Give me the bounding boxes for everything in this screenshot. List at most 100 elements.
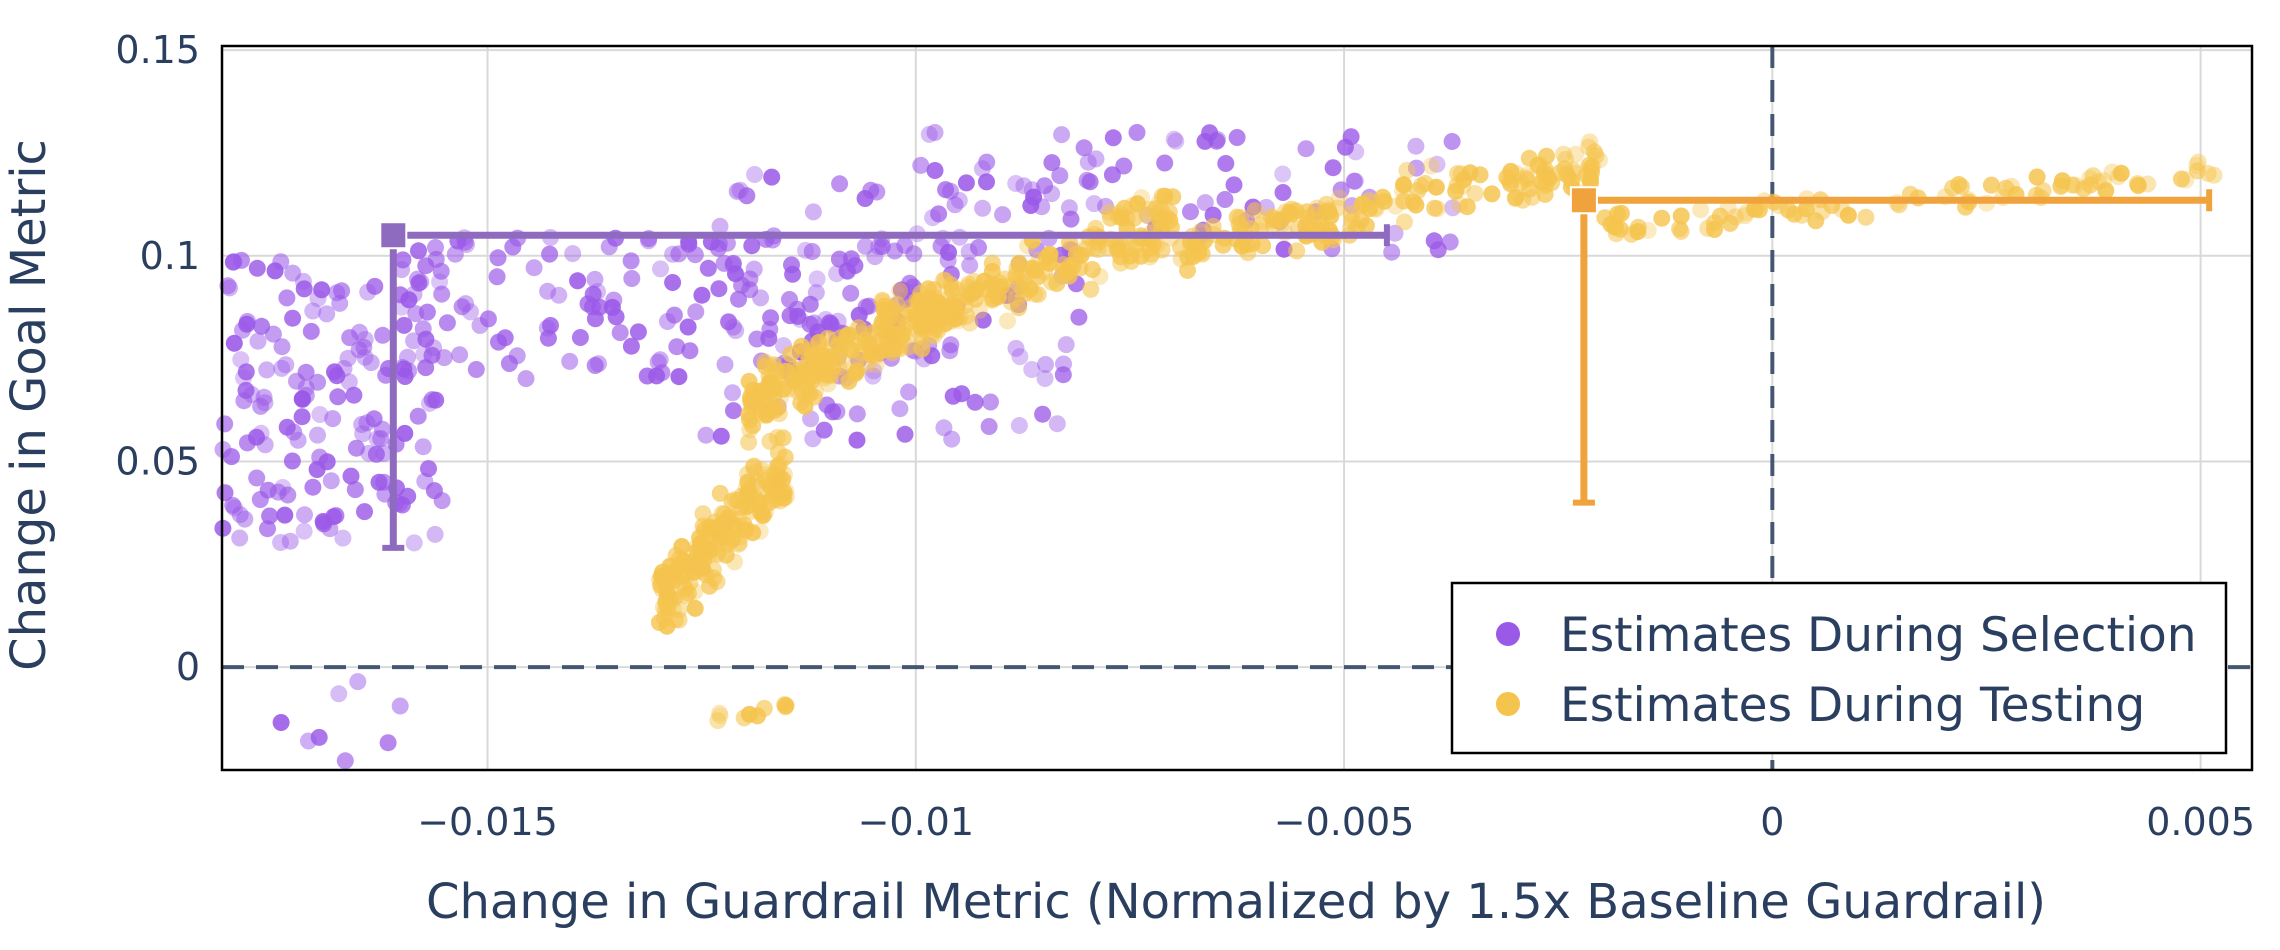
data-point (1153, 187, 1171, 205)
data-point (584, 298, 601, 316)
legend-marker-selection (1496, 622, 1520, 646)
data-point (467, 361, 485, 378)
data-point (304, 478, 322, 496)
data-point (1839, 206, 1857, 224)
data-point (341, 329, 359, 347)
data-point (339, 349, 357, 367)
data-point (2173, 170, 2190, 188)
data-point (629, 323, 647, 341)
data-point (1483, 185, 1501, 203)
data-point (281, 532, 299, 550)
data-point (1383, 243, 1401, 261)
legend: Estimates During Selection Estimates Dur… (1450, 581, 2228, 755)
data-point (318, 305, 336, 323)
data-point (711, 707, 729, 725)
data-point (1228, 129, 1246, 146)
data-point (248, 428, 265, 446)
data-point (740, 372, 758, 390)
data-point (1672, 222, 1690, 240)
data-point (623, 270, 641, 287)
data-point (846, 257, 864, 275)
x-axis-ticks: −0.015 −0.01 −0.005 0 0.005 (417, 800, 2255, 844)
data-point (1029, 285, 1047, 303)
data-point (679, 584, 697, 602)
y-tick-label: 0 (176, 645, 200, 689)
x-tick-label: −0.005 (1274, 800, 1415, 844)
data-point (1580, 156, 1598, 174)
data-point (1407, 137, 1425, 155)
data-point (912, 156, 930, 174)
data-point (1813, 203, 1831, 221)
data-point (974, 311, 992, 329)
data-point (937, 181, 955, 199)
data-point (1466, 185, 1484, 202)
data-point (925, 310, 943, 328)
data-point (822, 315, 840, 333)
data-point (1458, 198, 1476, 216)
data-point (1239, 244, 1257, 262)
data-point (876, 303, 894, 321)
data-point (490, 333, 507, 351)
data-point (946, 196, 964, 214)
data-point (730, 290, 747, 308)
data-point (1007, 267, 1025, 285)
data-point (327, 507, 345, 525)
data-point (1726, 208, 1744, 226)
data-point (1072, 246, 1090, 264)
data-point (804, 430, 822, 448)
data-point (1062, 210, 1080, 228)
data-point (659, 599, 677, 617)
data-point (747, 396, 765, 414)
data-point (324, 410, 342, 428)
data-point (417, 257, 435, 275)
data-point (760, 401, 778, 419)
data-point (784, 265, 802, 283)
data-point (1857, 208, 1875, 226)
x-tick-label: −0.015 (417, 800, 558, 844)
data-point (329, 388, 347, 406)
data-point (930, 205, 948, 223)
data-point (664, 274, 682, 291)
data-point (740, 433, 758, 451)
data-point (756, 466, 774, 484)
data-point (961, 256, 979, 274)
data-point (1538, 147, 1555, 165)
data-point (1079, 153, 1097, 171)
zero-reference-lines (222, 46, 2252, 770)
data-point (1367, 200, 1385, 218)
data-point (236, 510, 254, 528)
data-point (648, 367, 666, 385)
data-point (1189, 237, 1207, 255)
data-point (652, 260, 669, 278)
data-point (920, 125, 938, 143)
data-point (438, 314, 456, 332)
data-point (399, 348, 416, 366)
data-point (1075, 139, 1093, 157)
selection-summary-marker (379, 221, 408, 250)
data-point (272, 534, 290, 551)
data-point (237, 363, 255, 381)
data-point (716, 506, 734, 523)
data-point (803, 243, 821, 260)
data-point (789, 307, 807, 325)
data-point (860, 297, 878, 315)
data-point (748, 473, 766, 491)
data-point (584, 285, 602, 303)
summary-markers (379, 186, 2213, 551)
data-point (226, 499, 243, 517)
data-point (966, 393, 984, 411)
data-point (279, 486, 297, 504)
data-point (693, 286, 711, 304)
data-point (1342, 205, 1360, 223)
data-point (741, 411, 758, 429)
data-point (756, 504, 774, 521)
data-point (1329, 199, 1347, 217)
data-point (414, 438, 432, 456)
data-point (488, 268, 506, 286)
data-point (273, 338, 291, 356)
data-point (804, 203, 822, 221)
data-point (284, 264, 302, 282)
x-axis-title: Change in Guardrail Metric (Normalized b… (426, 874, 2046, 930)
data-point (782, 345, 800, 363)
